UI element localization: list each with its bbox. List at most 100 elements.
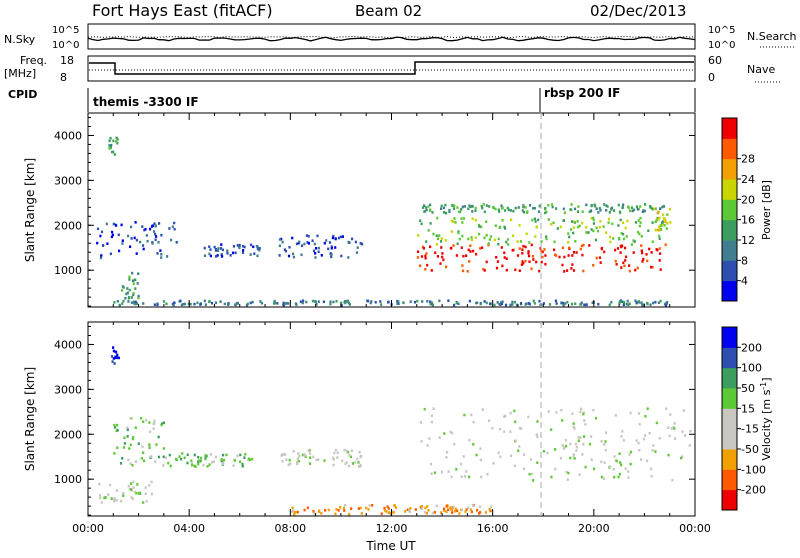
power-data-cell-128	[300, 253, 303, 257]
power-data-cell-205	[112, 150, 115, 154]
power-data-cell-310	[442, 258, 445, 262]
velocity-data-cell-419	[334, 512, 337, 516]
velocity-data-cell-189	[104, 496, 107, 499]
power-data-cell-500	[438, 234, 441, 237]
power-data-cell-394	[595, 226, 598, 230]
power-data-cell-204	[108, 144, 111, 147]
power-data-cell-399	[444, 239, 447, 242]
velocity-data-cell-253	[629, 450, 632, 454]
power-data-cell-614	[563, 211, 566, 214]
power-data-cell-467	[632, 239, 635, 242]
power-data-cell-369	[485, 233, 488, 237]
velocity-data-cell-467	[451, 511, 454, 514]
power-colorbar-label-3: 16	[741, 214, 755, 227]
power-data-cell-306	[524, 245, 527, 249]
power-data-cell-637	[576, 210, 580, 213]
power-data-cell-95	[221, 255, 224, 258]
velocity-data-cell-123	[341, 459, 344, 462]
power-data-cell-239	[429, 245, 432, 249]
power-data-cell-716	[259, 300, 262, 303]
velocity-data-cell-373	[575, 445, 578, 449]
power-data-cell-736	[153, 303, 156, 306]
velocity-data-cell-410	[472, 443, 475, 446]
velocity-data-cell-195	[100, 501, 103, 504]
power-data-cell-639	[529, 204, 532, 207]
velocity-data-cell-452	[318, 510, 321, 513]
power-data-cell-687	[208, 300, 211, 303]
velocity-data-cell-143	[315, 458, 318, 462]
power-data-cell-744	[457, 302, 460, 306]
velocity-data-cell-407	[665, 407, 668, 410]
velocity-data-cell-387	[499, 427, 502, 431]
power-data-cell-140	[291, 236, 294, 240]
velocity-data-cell-468	[456, 509, 459, 513]
power-data-cell-322	[641, 251, 644, 255]
power-data-cell-621	[512, 209, 515, 213]
velocity-data-cell-87	[194, 465, 197, 468]
power-data-cell-647	[630, 206, 634, 209]
velocity-data-cell-29	[162, 447, 165, 450]
velocity-data-cell-291	[492, 461, 495, 465]
power-data-cell-313	[648, 247, 651, 251]
velocity-data-cell-383	[550, 475, 553, 479]
velocity-data-cell-464	[470, 510, 473, 514]
velocity-data-cell-502	[435, 504, 438, 508]
power-data-cell-261	[572, 269, 576, 272]
velocity-data-cell-361	[423, 407, 426, 411]
power-data-cell-664	[659, 224, 662, 227]
power-data-cell-52	[154, 238, 157, 241]
velocity-data-cell-458	[342, 506, 346, 510]
velocity-data-cell-441	[454, 507, 457, 511]
velocity-data-cell-91	[233, 459, 236, 462]
velocity-data-cell-229	[479, 458, 482, 462]
power-data-cell-346	[461, 264, 464, 267]
velocity-data-cell-185	[136, 483, 139, 486]
power-colorbar-label: Power [dB]	[760, 180, 773, 240]
power-data-cell-360	[474, 236, 477, 239]
power-data-cell-287	[658, 247, 661, 250]
power-data-cell-667	[654, 228, 657, 232]
power-data-cell-32	[143, 228, 146, 232]
power-data-cell-410	[450, 219, 453, 223]
velocity-data-cell-35	[129, 417, 132, 420]
velocity-data-cell-52	[160, 423, 163, 427]
power-data-cell-582	[659, 207, 662, 211]
power-data-cell-98	[232, 245, 236, 248]
velocity-data-cell-34	[148, 446, 151, 449]
velocity-data-cell-190	[99, 496, 102, 500]
velocity-colorbar-label-main: Velocity [m s	[760, 389, 773, 460]
velocity-data-cell-351	[447, 470, 450, 473]
power-data-cell-444	[572, 226, 575, 229]
power-data-cell-335	[614, 259, 617, 263]
power-data-cell-136	[340, 254, 343, 258]
power-data-cell-11	[175, 241, 178, 244]
velocity-data-cell-217	[116, 353, 119, 357]
power-data-cell-443	[505, 240, 508, 244]
power-data-cell-199	[116, 138, 119, 141]
velocity-data-cell-7	[119, 462, 123, 465]
power-data-cell-548	[585, 203, 588, 207]
velocity-data-cell-331	[594, 416, 598, 420]
velocity-data-cell-64	[239, 453, 242, 457]
power-data-cell-745	[566, 300, 569, 304]
power-data-cell-320	[567, 254, 570, 257]
power-data-cell-68	[253, 252, 256, 255]
freq-unit-label: [MHz]	[4, 67, 36, 80]
power-data-cell-795	[249, 301, 252, 305]
power-data-cell-106	[238, 243, 241, 247]
power-data-cell-221	[582, 243, 585, 247]
power-data-cell-64	[160, 256, 163, 259]
velocity-data-cell-434	[296, 510, 299, 514]
velocity-data-cell-113	[357, 461, 360, 464]
power-data-cell-563	[595, 207, 598, 211]
power-data-cell-461	[493, 238, 496, 242]
power-data-cell-357	[528, 254, 531, 258]
power-data-cell-722	[664, 302, 667, 305]
power-data-cell-259	[461, 269, 465, 273]
velocity-data-cell-45	[157, 455, 161, 459]
power-data-cell-537	[577, 205, 580, 208]
velocity-data-cell-321	[635, 439, 638, 442]
velocity-data-cell-262	[572, 422, 575, 425]
power-data-cell-170	[137, 296, 140, 300]
power-data-layer	[96, 136, 672, 307]
